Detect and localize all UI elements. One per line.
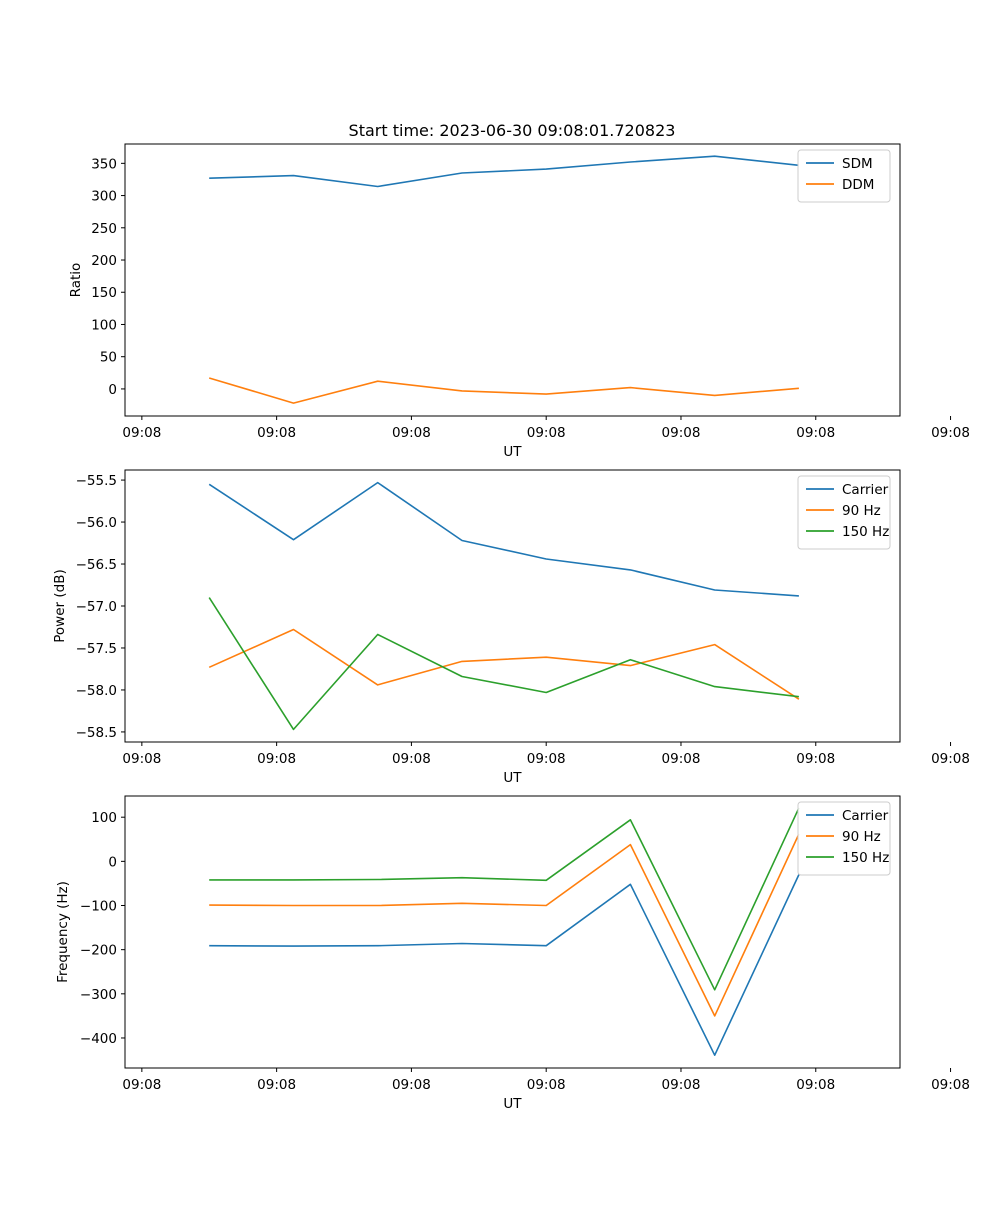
x-tick-label: 09:08 xyxy=(257,751,296,767)
x-tick-label: 09:08 xyxy=(257,425,296,441)
chart-title: Start time: 2023-06-30 09:08:01.720823 xyxy=(349,121,676,140)
y-tick-label: 50 xyxy=(100,350,117,366)
y-tick-label: −57.5 xyxy=(76,641,117,657)
subplot-1: 09:08 09:08 09:08 09:08 09:08 09:08 09:08 0 50 10… xyxy=(68,143,970,460)
y-tick-label: −56.0 xyxy=(76,515,117,531)
series-line-carrier xyxy=(208,481,799,597)
series-line-90-hz xyxy=(208,628,800,700)
y-tick-label: −100 xyxy=(80,899,117,915)
x-tick-label: 09:08 xyxy=(662,751,701,767)
y-tick-label: −200 xyxy=(80,943,117,959)
y-tick-label: −400 xyxy=(80,1031,117,1047)
x-tick-label: 09:08 xyxy=(662,1077,701,1093)
x-tick-label: 09:08 xyxy=(931,425,970,441)
y-tick-label: 250 xyxy=(91,221,117,237)
plot-area-frame xyxy=(124,143,901,417)
x-tick-label: 09:08 xyxy=(796,425,835,441)
x-tick-label: 09:08 xyxy=(527,425,566,441)
x-tick-label: 09:08 xyxy=(122,425,161,441)
series-line-150-hz xyxy=(208,597,799,731)
y-tick-label: 100 xyxy=(91,810,117,826)
y-tick-label: −58.5 xyxy=(76,725,117,741)
legend-entry: Carrier xyxy=(842,808,889,824)
x-axis-label: UT xyxy=(503,770,522,786)
legend-entry: 150 Hz xyxy=(842,524,889,540)
x-tick-label: 09:08 xyxy=(527,751,566,767)
y-tick-label: 0 xyxy=(108,382,117,398)
x-tick-label: 09:08 xyxy=(392,751,431,767)
y-tick-label: 300 xyxy=(91,189,117,205)
series-line-carrier xyxy=(209,874,800,1056)
y-tick-label: 0 xyxy=(108,854,117,870)
x-tick-label: 09:08 xyxy=(662,425,701,441)
y-axis-label: Frequency (Hz) xyxy=(55,881,71,983)
legend-entry: DDM xyxy=(842,177,874,193)
y-tick-label: −58.0 xyxy=(76,683,117,699)
legend-entry: 90 Hz xyxy=(842,829,881,845)
x-tick-label: 09:08 xyxy=(527,1077,566,1093)
x-axis-label: UT xyxy=(503,1096,522,1112)
x-tick-label: 09:08 xyxy=(122,1077,161,1093)
y-axis-label: Ratio xyxy=(68,263,84,298)
y-tick-label: 100 xyxy=(91,317,117,333)
legend-entry: SDM xyxy=(842,156,873,172)
x-tick-label: 09:08 xyxy=(257,1077,296,1093)
series-line-sdm xyxy=(209,155,799,188)
x-tick-label: 09:08 xyxy=(392,425,431,441)
x-tick-label: 09:08 xyxy=(122,751,161,767)
subplot-2: 09:08 09:08 09:08 09:08 09:08 09:08 09:08 −58.5… xyxy=(52,469,970,786)
x-tick-label: 09:08 xyxy=(796,1077,835,1093)
x-tick-label: 09:08 xyxy=(931,1077,970,1093)
legend-entry: Carrier xyxy=(842,482,889,498)
series-line-ddm xyxy=(208,377,799,404)
y-tick-label: 350 xyxy=(91,156,117,172)
plot-area-frame xyxy=(124,795,901,1069)
x-tick-label: 09:08 xyxy=(392,1077,431,1093)
x-axis-label: UT xyxy=(503,444,522,460)
legend-entry: 90 Hz xyxy=(842,503,881,519)
y-tick-label: −56.5 xyxy=(76,557,117,573)
y-tick-label: −55.5 xyxy=(76,473,117,489)
series-line-150-hz xyxy=(209,807,800,991)
series-line-90-hz xyxy=(209,833,800,1017)
x-tick-label: 09:08 xyxy=(796,751,835,767)
y-tick-label: 200 xyxy=(91,253,117,269)
y-tick-label: −57.0 xyxy=(76,599,117,615)
subplot-3: 09:08 09:08 09:08 09:08 09:08 09:08 09:08 −400 −… xyxy=(55,795,970,1112)
y-tick-label: 150 xyxy=(91,285,117,301)
y-tick-label: −300 xyxy=(80,987,117,1003)
x-tick-label: 09:08 xyxy=(931,751,970,767)
legend-entry: 150 Hz xyxy=(842,850,889,866)
y-axis-label: Power (dB) xyxy=(52,569,68,642)
